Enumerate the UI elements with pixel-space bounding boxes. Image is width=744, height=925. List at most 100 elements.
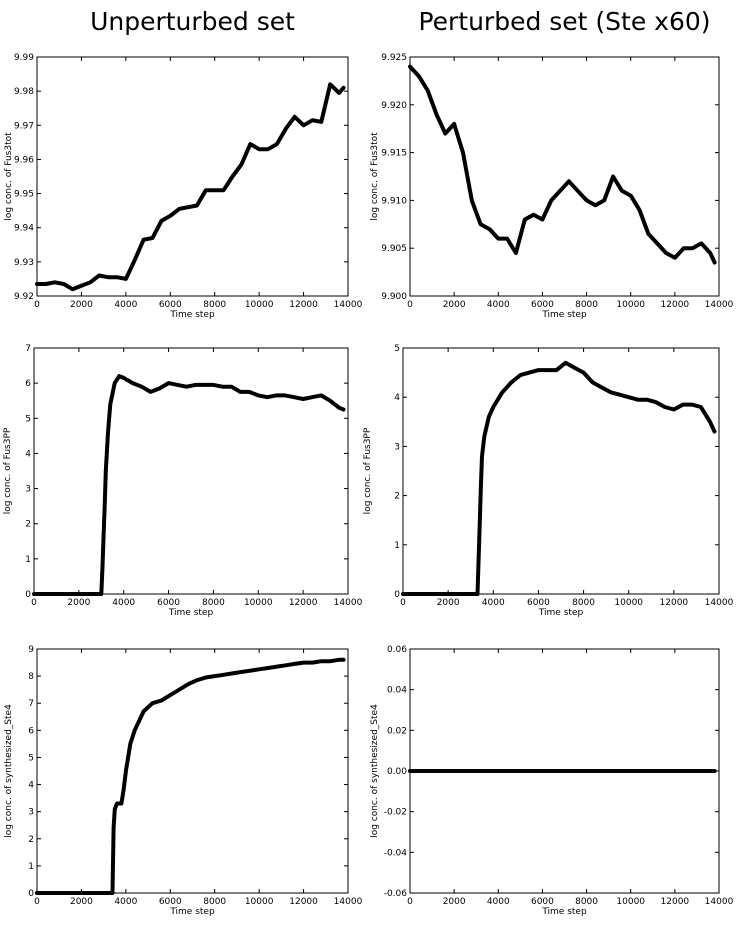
y-tick-label: 5 [25, 414, 31, 424]
x-tick-label: 0 [407, 897, 413, 907]
x-tick-label: 8000 [572, 598, 595, 608]
y-tick-label: 9.900 [381, 292, 407, 302]
x-tick-label: 2000 [70, 300, 93, 310]
y-tick-label: 0.02 [387, 726, 407, 736]
y-axis-label: log conc. of Fus3tot [370, 132, 380, 221]
y-tick-label: 1 [394, 541, 400, 551]
y-tick-label: -0.06 [384, 889, 408, 899]
x-tick-label: 6000 [159, 897, 182, 907]
data-series [35, 82, 346, 292]
y-axis-label: log conc. of Fus3PP [3, 427, 13, 514]
column-title: Unperturbed set [90, 7, 295, 36]
y-axis-label: log conc. of Fus3tot [4, 132, 14, 221]
y-tick-label: 9.96 [14, 155, 34, 165]
y-tick-label: 9.910 [381, 196, 407, 206]
x-tick-label: 10000 [245, 897, 274, 907]
x-axis-label: Time step [538, 608, 584, 618]
x-tick-label: 8000 [202, 598, 225, 608]
x-tick-label: 14000 [334, 897, 363, 907]
y-tick-label: 0 [394, 590, 400, 600]
y-tick-label: 2 [25, 520, 31, 530]
x-tick-label: 2000 [70, 897, 93, 907]
plot-frame [36, 648, 349, 894]
data-series [408, 64, 717, 265]
plot-frame [33, 347, 349, 595]
y-tick-label: 9.95 [14, 190, 34, 200]
x-tick-label: 4000 [114, 897, 137, 907]
x-tick-label: 12000 [661, 300, 690, 310]
y-tick-label: 7 [25, 344, 31, 354]
x-tick-label: 2000 [67, 598, 90, 608]
data-series [32, 374, 346, 596]
x-tick-label: 2000 [443, 897, 466, 907]
x-tick-label: 6000 [531, 897, 554, 907]
y-tick-label: 4 [394, 393, 400, 403]
x-axis-label: Time step [169, 907, 215, 917]
y-tick-label: 9.99 [14, 53, 34, 63]
y-tick-label: 9.915 [381, 149, 407, 159]
y-tick-label: 6 [25, 379, 31, 389]
y-tick-label: 2 [394, 492, 400, 502]
y-tick-label: 4 [28, 781, 34, 791]
y-tick-label: 9.93 [14, 258, 34, 268]
y-tick-label: 0.06 [387, 645, 407, 655]
x-tick-label: 2000 [437, 598, 460, 608]
x-tick-label: 4000 [487, 897, 510, 907]
x-tick-label: 14000 [705, 300, 734, 310]
x-tick-label: 10000 [614, 598, 643, 608]
plot-frame [36, 56, 349, 297]
y-tick-label: 9.905 [381, 244, 407, 254]
x-tick-label: 14000 [705, 897, 734, 907]
x-tick-label: 4000 [487, 300, 510, 310]
y-tick-label: 6 [28, 726, 34, 736]
y-tick-label: 7 [28, 699, 34, 709]
y-axis-label: log conc. of Fus3PP [363, 427, 373, 514]
x-tick-label: 0 [34, 300, 40, 310]
y-tick-label: -0.04 [384, 848, 408, 858]
x-tick-label: 8000 [203, 300, 226, 310]
y-tick-label: 5 [28, 753, 34, 763]
x-tick-label: 8000 [575, 897, 598, 907]
y-tick-label: 9.94 [14, 224, 34, 234]
y-tick-label: -0.02 [384, 808, 407, 818]
plot-frame [409, 56, 720, 297]
x-tick-label: 12000 [289, 897, 318, 907]
y-tick-label: 0 [25, 590, 31, 600]
x-tick-label: 8000 [575, 300, 598, 310]
x-tick-label: 8000 [203, 897, 226, 907]
y-tick-label: 9.92 [14, 292, 34, 302]
x-tick-label: 4000 [112, 598, 135, 608]
x-tick-label: 6000 [159, 300, 182, 310]
y-tick-label: 4 [25, 449, 31, 459]
y-tick-label: 0.04 [387, 686, 407, 696]
y-tick-label: 1 [28, 862, 34, 872]
y-tick-label: 1 [25, 555, 31, 565]
x-tick-label: 10000 [245, 300, 274, 310]
plot-frame [402, 347, 720, 595]
y-tick-label: 9.98 [14, 87, 34, 97]
x-tick-label: 0 [31, 598, 37, 608]
x-tick-label: 12000 [289, 598, 318, 608]
y-tick-label: 8 [28, 672, 34, 682]
y-axis-label: log conc. of synthesized_Ste4 [4, 704, 14, 838]
data-series [401, 360, 717, 596]
y-tick-label: 2 [28, 835, 34, 845]
y-tick-label: 0 [28, 889, 34, 899]
x-tick-label: 4000 [482, 598, 505, 608]
x-tick-label: 12000 [660, 598, 689, 608]
x-tick-label: 14000 [705, 598, 734, 608]
x-tick-label: 2000 [443, 300, 466, 310]
y-tick-label: 9 [28, 645, 34, 655]
x-tick-label: 10000 [244, 598, 273, 608]
y-tick-label: 5 [394, 344, 400, 354]
x-tick-label: 14000 [334, 598, 363, 608]
x-tick-label: 10000 [616, 300, 645, 310]
x-tick-label: 6000 [527, 598, 550, 608]
x-tick-label: 4000 [114, 300, 137, 310]
x-tick-label: 0 [400, 598, 406, 608]
x-tick-label: 0 [34, 897, 40, 907]
y-tick-label: 0.00 [387, 767, 407, 777]
y-tick-label: 9.97 [14, 121, 34, 131]
y-tick-label: 3 [25, 485, 31, 495]
